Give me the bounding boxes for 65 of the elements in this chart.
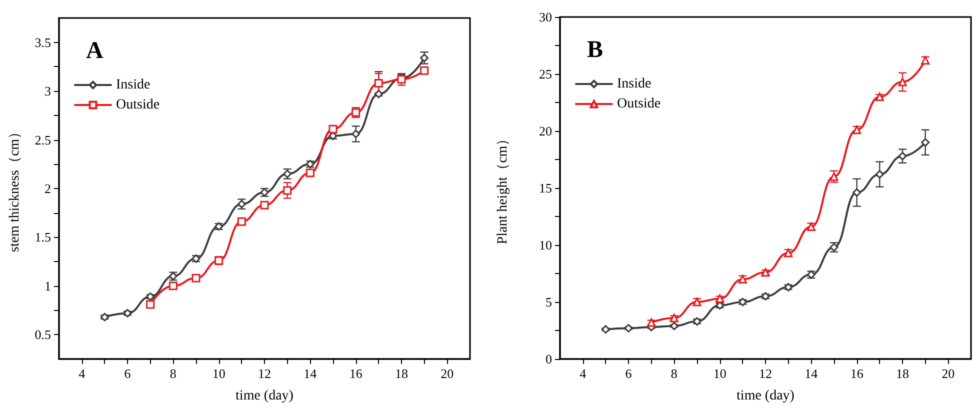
point — [875, 170, 884, 179]
x-tick-label: 12 — [258, 366, 271, 381]
x-tick-label: 14 — [804, 366, 818, 381]
x-tick-label: 16 — [349, 366, 363, 381]
y-tick-label: 0.5 — [34, 327, 51, 342]
point — [260, 200, 269, 210]
point — [852, 188, 862, 197]
legend-label: Inside — [617, 76, 652, 92]
x-tick-label: 14 — [304, 366, 318, 381]
x-tick-label: 10 — [713, 366, 726, 381]
point — [374, 90, 383, 98]
x-tick-label: 12 — [759, 366, 772, 381]
legend-label: Inside — [116, 78, 150, 92]
point — [328, 124, 338, 134]
point — [283, 186, 292, 195]
y-tick-label: 10 — [539, 238, 552, 252]
x-tick-label: 20 — [942, 366, 955, 381]
x-tick-label: 16 — [850, 366, 864, 381]
x-tick-label: 10 — [212, 366, 226, 381]
y-tick-label: 2 — [44, 181, 51, 196]
text: B — [587, 37, 604, 63]
point — [146, 292, 155, 301]
point — [420, 54, 429, 62]
y-tick-label: 3.5 — [34, 34, 51, 50]
x-axis-title: time (day) — [236, 388, 294, 404]
point — [123, 308, 132, 318]
y-tick-label: 15 — [539, 180, 552, 196]
point — [898, 152, 907, 160]
y-tick-label: 3 — [44, 84, 51, 99]
point — [146, 300, 155, 309]
y-tick-label: 1 — [44, 278, 51, 294]
x-tick-label: 6 — [625, 366, 632, 381]
x-tick-label: 18 — [395, 366, 408, 381]
y-tick-label: 25 — [539, 66, 552, 82]
x-tick-label: 18 — [896, 366, 909, 381]
x-tick-label: 20 — [440, 366, 454, 381]
point — [237, 217, 246, 226]
point — [100, 312, 109, 322]
x-tick-label: 6 — [124, 366, 132, 381]
x-tick-label: 4 — [78, 366, 86, 381]
point — [670, 322, 678, 330]
x-axis-title: time (day) — [736, 388, 795, 404]
point — [921, 138, 930, 147]
y-tick-label: 1.5 — [34, 230, 51, 245]
y-tick-label: 2.5 — [34, 132, 51, 148]
y-tick-label: 30 — [539, 10, 552, 24]
legend-label: Outside — [116, 98, 160, 112]
point — [601, 325, 610, 334]
y-axis-title: stem thickness（cm） — [8, 124, 22, 252]
point — [898, 78, 907, 86]
y-tick-label: 0 — [546, 352, 552, 366]
point — [420, 66, 429, 75]
x-tick-label: 4 — [580, 366, 587, 381]
point — [374, 79, 383, 88]
point — [192, 274, 200, 282]
point — [352, 130, 360, 138]
x-tick-label: 8 — [170, 366, 176, 381]
legend-label: Outside — [617, 96, 661, 112]
y-tick-label: 5 — [546, 294, 552, 310]
y-tick-label: 20 — [539, 124, 552, 138]
y-axis-title: Plant height（cm） — [496, 132, 510, 244]
text: A — [86, 38, 104, 64]
point — [306, 168, 314, 178]
x-tick-label: 8 — [670, 366, 678, 381]
point — [168, 282, 178, 290]
